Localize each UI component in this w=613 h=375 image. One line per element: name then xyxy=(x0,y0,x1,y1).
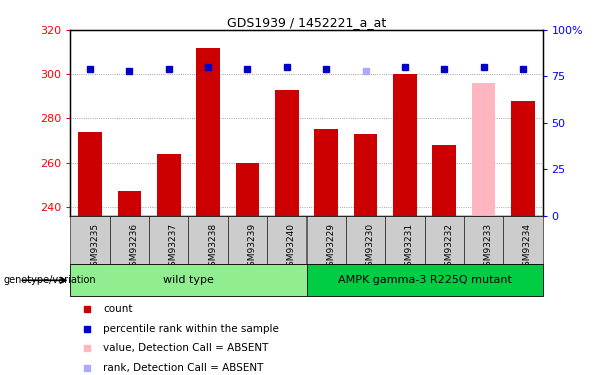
Text: genotype/variation: genotype/variation xyxy=(3,275,96,285)
Bar xyxy=(149,216,189,264)
Text: percentile rank within the sample: percentile rank within the sample xyxy=(103,324,279,333)
Text: wild type: wild type xyxy=(163,275,214,285)
Bar xyxy=(110,216,149,264)
Bar xyxy=(235,163,259,216)
Text: GSM93233: GSM93233 xyxy=(484,223,492,272)
Bar xyxy=(511,101,535,216)
Bar xyxy=(275,90,299,216)
Bar xyxy=(385,216,424,264)
Text: GSM93232: GSM93232 xyxy=(444,223,453,272)
Title: GDS1939 / 1452221_a_at: GDS1939 / 1452221_a_at xyxy=(227,16,386,29)
Bar xyxy=(189,216,228,264)
Text: GSM93229: GSM93229 xyxy=(326,223,335,272)
Text: AMPK gamma-3 R225Q mutant: AMPK gamma-3 R225Q mutant xyxy=(338,275,511,285)
Bar xyxy=(306,216,346,264)
Bar xyxy=(314,129,338,216)
Text: GSM93239: GSM93239 xyxy=(248,223,256,272)
Bar xyxy=(471,83,495,216)
Bar xyxy=(346,216,385,264)
Text: GSM93230: GSM93230 xyxy=(365,223,375,272)
Bar xyxy=(228,216,267,264)
Text: GSM93236: GSM93236 xyxy=(129,223,139,272)
Text: count: count xyxy=(103,304,132,314)
Bar xyxy=(157,154,181,216)
Bar xyxy=(354,134,377,216)
Text: GSM93238: GSM93238 xyxy=(208,223,217,272)
Text: GSM93234: GSM93234 xyxy=(523,223,532,272)
Bar xyxy=(393,74,417,216)
Text: value, Detection Call = ABSENT: value, Detection Call = ABSENT xyxy=(103,343,268,353)
Bar xyxy=(464,216,503,264)
Bar xyxy=(70,264,306,296)
Bar xyxy=(503,216,543,264)
Text: GSM93231: GSM93231 xyxy=(405,223,414,272)
Text: GSM93235: GSM93235 xyxy=(90,223,99,272)
Bar xyxy=(70,216,110,264)
Bar xyxy=(78,132,102,216)
Bar xyxy=(306,264,543,296)
Bar xyxy=(432,145,456,216)
Bar xyxy=(196,48,220,216)
Text: GSM93240: GSM93240 xyxy=(287,223,296,272)
Bar xyxy=(424,216,464,264)
Text: GSM93237: GSM93237 xyxy=(169,223,178,272)
Bar xyxy=(267,216,306,264)
Text: rank, Detection Call = ABSENT: rank, Detection Call = ABSENT xyxy=(103,363,264,372)
Bar xyxy=(118,191,142,216)
